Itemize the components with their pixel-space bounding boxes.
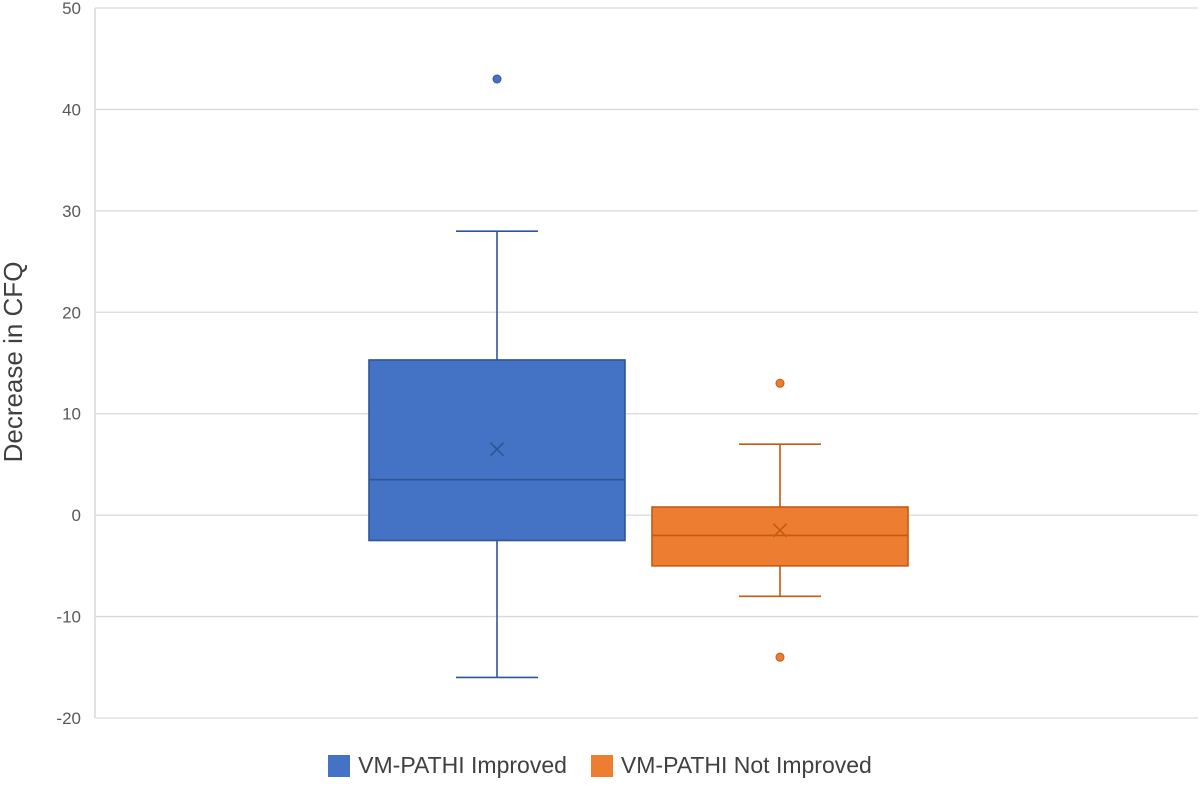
outlier-point bbox=[775, 378, 785, 388]
y-tick-label: 0 bbox=[72, 506, 81, 525]
mean-marker bbox=[489, 442, 505, 457]
legend-label-improved: VM-PATHI Improved bbox=[358, 752, 567, 778]
y-tick-label: 40 bbox=[62, 100, 81, 119]
iqr-box bbox=[651, 506, 909, 567]
outlier-point bbox=[492, 74, 502, 84]
legend-item-improved: VM-PATHI Improved bbox=[328, 752, 567, 779]
y-tick-label: 20 bbox=[62, 303, 81, 322]
box-series bbox=[368, 74, 909, 679]
legend-swatch-improved bbox=[328, 754, 351, 777]
legend-label-not-improved: VM-PATHI Not Improved bbox=[620, 752, 872, 778]
y-axis-title: Decrease in CFQ bbox=[0, 262, 28, 463]
outlier-point bbox=[775, 652, 785, 662]
gridlines bbox=[95, 7, 1198, 719]
legend-swatch-not-improved bbox=[590, 754, 613, 777]
y-axis-tick-labels: 50 40 30 20 10 0 -10 -20 bbox=[56, 0, 81, 728]
y-tick-label: 30 bbox=[62, 202, 81, 221]
y-tick-label: 10 bbox=[62, 405, 81, 424]
mean-marker bbox=[772, 523, 788, 538]
y-tick-label: -10 bbox=[56, 608, 81, 627]
mean-marker-stroke bbox=[489, 442, 505, 457]
box-group-not-improved bbox=[651, 378, 909, 662]
legend-item-not-improved: VM-PATHI Not Improved bbox=[590, 752, 872, 779]
box-group-improved bbox=[368, 74, 626, 679]
mean-marker-stroke bbox=[772, 523, 788, 538]
y-tick-label: -20 bbox=[56, 709, 81, 728]
legend: VM-PATHI Improved VM-PATHI Not Improved bbox=[0, 752, 1200, 779]
y-tick-label: 50 bbox=[62, 0, 81, 18]
